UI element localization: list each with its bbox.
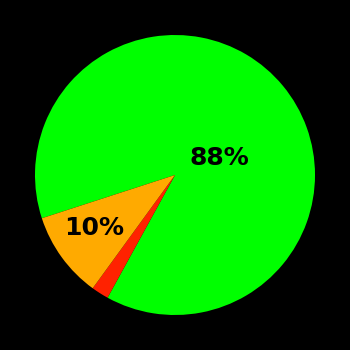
Wedge shape bbox=[42, 175, 175, 288]
Text: 88%: 88% bbox=[190, 146, 250, 170]
Text: 10%: 10% bbox=[64, 216, 124, 240]
Wedge shape bbox=[35, 35, 315, 315]
Wedge shape bbox=[93, 175, 175, 298]
